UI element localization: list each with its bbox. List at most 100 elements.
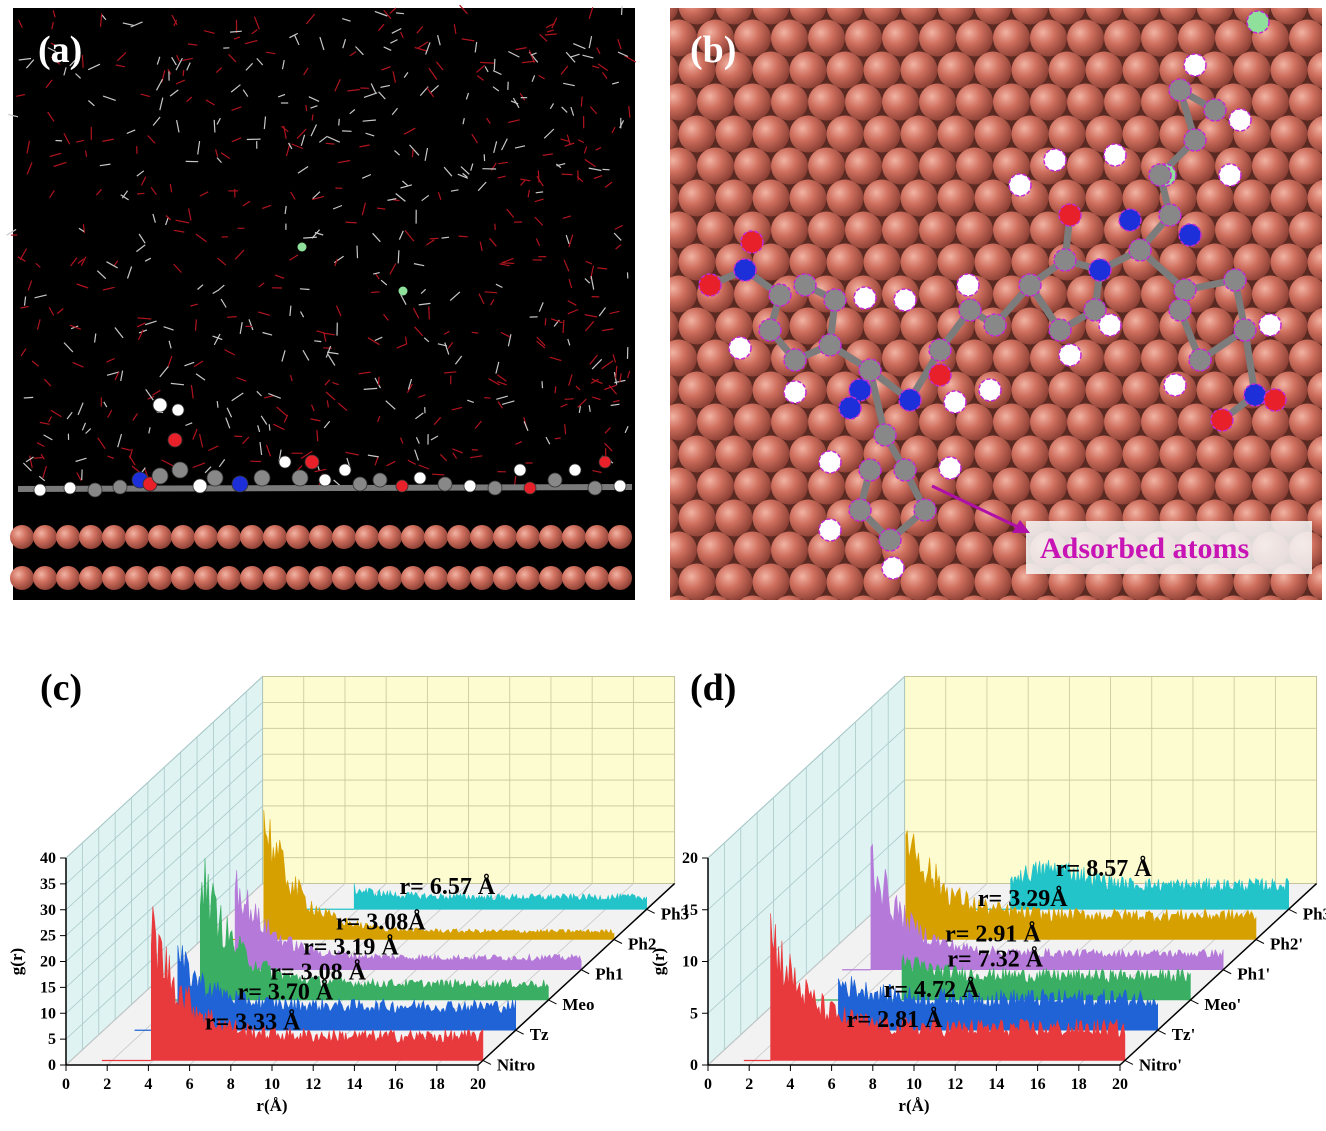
copper-atom (1270, 435, 1308, 473)
series-tick (548, 999, 557, 1005)
copper-atom (845, 19, 882, 57)
water-bond (527, 189, 530, 198)
copper-atom (974, 8, 1012, 25)
copper-atom (1252, 147, 1289, 185)
water-bond (289, 375, 293, 382)
water-bond (245, 62, 254, 71)
water-bond (114, 371, 120, 381)
copper-atom (678, 8, 716, 25)
copper-atom (217, 525, 241, 549)
copper-atom (332, 566, 356, 590)
molecule-atom (1233, 318, 1257, 342)
copper-atom (956, 19, 993, 57)
copper-atom (401, 566, 425, 590)
water-bond (156, 56, 161, 65)
water-bond (314, 231, 324, 236)
water-bond (435, 61, 444, 71)
water-bond (484, 66, 489, 73)
series-name: Ph2' (1270, 935, 1303, 954)
water-bond (144, 257, 152, 262)
water-bond (444, 371, 457, 374)
water-bond (444, 342, 450, 355)
copper-atom (585, 566, 609, 590)
water-bond (383, 313, 389, 321)
water-bond (447, 341, 454, 349)
water-bond (356, 245, 359, 259)
water-bond (361, 173, 372, 179)
water-bond (577, 170, 579, 181)
water-bond (612, 81, 619, 85)
water-bond (47, 47, 57, 53)
copper-atom (1252, 467, 1289, 505)
copper-atom (808, 147, 845, 185)
water-bond (334, 258, 338, 267)
water-bond (188, 208, 192, 221)
water-bond (171, 14, 178, 26)
copper-atom (808, 19, 845, 57)
copper-atom (670, 339, 697, 377)
water-bond (29, 455, 33, 468)
copper-atom (993, 403, 1030, 441)
water-bond (231, 106, 242, 111)
water-bond (314, 468, 327, 473)
water-bond (152, 389, 161, 396)
water-bond (428, 67, 438, 80)
copper-atom (1011, 115, 1049, 153)
water-bond (187, 43, 198, 46)
water-bond (63, 342, 74, 353)
water-bond (325, 391, 336, 401)
copper-atom (826, 179, 864, 217)
water-bond (84, 150, 88, 157)
copper-atom (217, 566, 241, 590)
water-bond (604, 442, 613, 452)
water-bond (97, 437, 106, 450)
water-bond (452, 448, 464, 454)
water-bond (566, 134, 571, 145)
molecule-atom (893, 458, 917, 482)
copper-atom (900, 563, 938, 600)
water-bond (327, 354, 336, 366)
water-bond (296, 128, 307, 140)
water-bond (43, 434, 53, 441)
y-tick-label: 15 (682, 902, 698, 919)
water-bond (476, 64, 486, 73)
molecule-atom (848, 378, 872, 402)
water-bond (562, 215, 572, 219)
water-bond (497, 175, 506, 179)
water-bond (31, 360, 39, 367)
water-bond (531, 75, 536, 82)
series-tick (613, 939, 623, 944)
water-bond (297, 165, 309, 174)
water-bond (416, 26, 424, 34)
water-bond (213, 333, 221, 346)
water-bond (289, 305, 292, 317)
molecule-atom (63, 481, 77, 495)
adsorbed-atoms-label: Adsorbed atoms (1040, 532, 1249, 565)
water-bond (52, 10, 56, 18)
copper-atom (826, 8, 864, 25)
peak-label: r= 8.57 Å (1056, 856, 1152, 882)
water-bond (604, 427, 611, 434)
panel-a: (a) (6, 4, 637, 600)
water-bond (590, 378, 599, 384)
peak-label: r= 2.91 Å (945, 922, 1041, 948)
water-bond (310, 105, 318, 109)
molecule-atom (783, 348, 807, 372)
water-bond (530, 52, 537, 56)
water-bond (612, 399, 620, 403)
copper-atom (752, 563, 790, 600)
water-bond (150, 186, 157, 196)
water-bond (168, 340, 172, 349)
x-tick-label: 4 (144, 1076, 152, 1093)
molecule-atom (167, 432, 183, 448)
copper-atom (1048, 371, 1086, 409)
water-bond (604, 181, 613, 188)
water-bond (325, 142, 335, 145)
copper-atom (1030, 83, 1067, 121)
copper-atom (678, 179, 716, 217)
water-bond (66, 411, 73, 420)
copper-atom (539, 566, 563, 590)
copper-atom (697, 531, 734, 569)
water-bond (592, 396, 601, 401)
copper-atom (1307, 243, 1322, 281)
